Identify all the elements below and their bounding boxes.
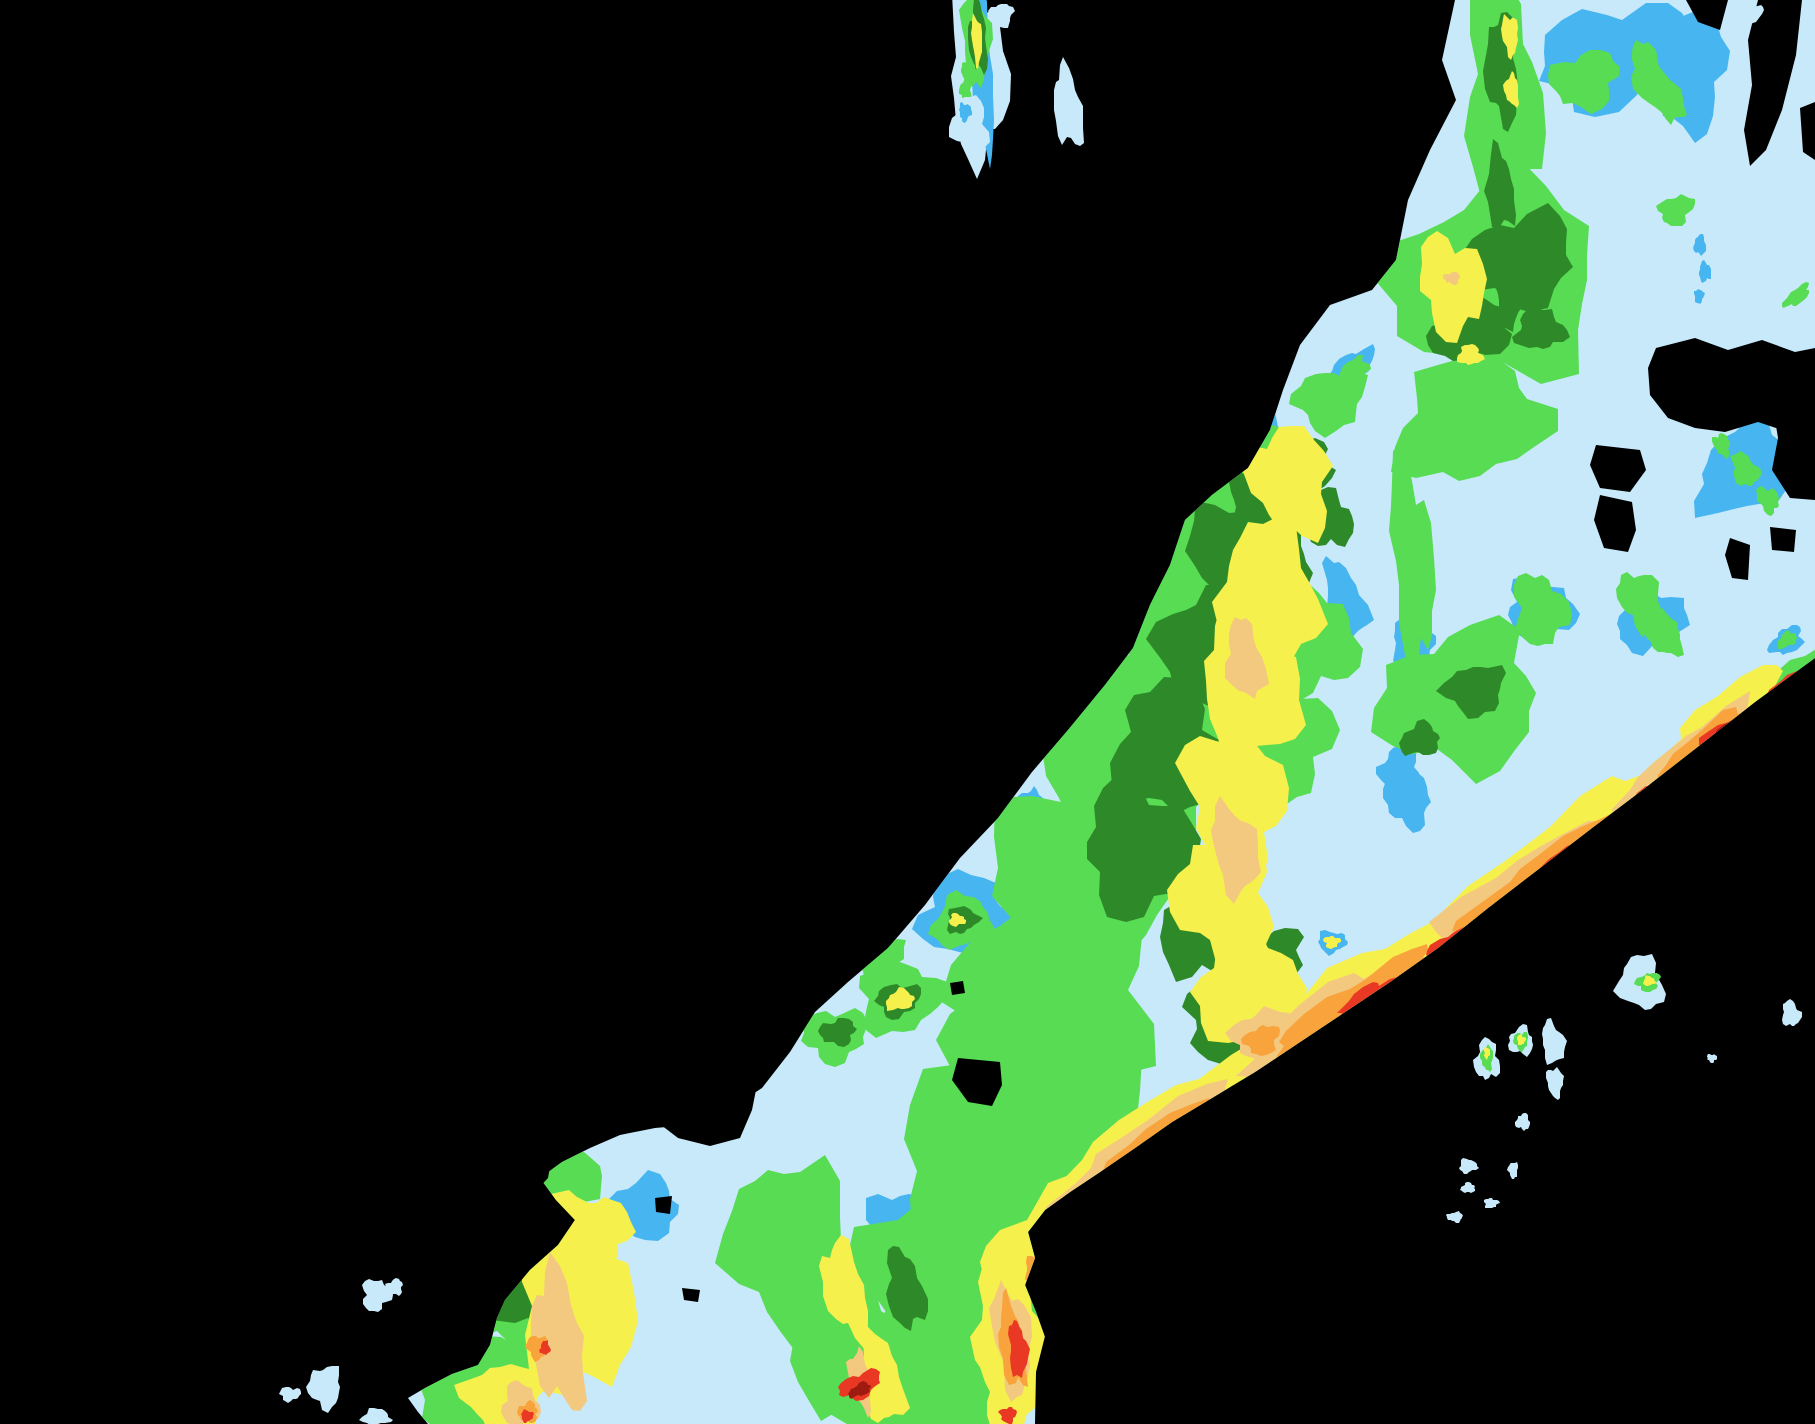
- isolated-cells: [279, 0, 1802, 1424]
- dry-pockets: [523, 0, 1815, 1424]
